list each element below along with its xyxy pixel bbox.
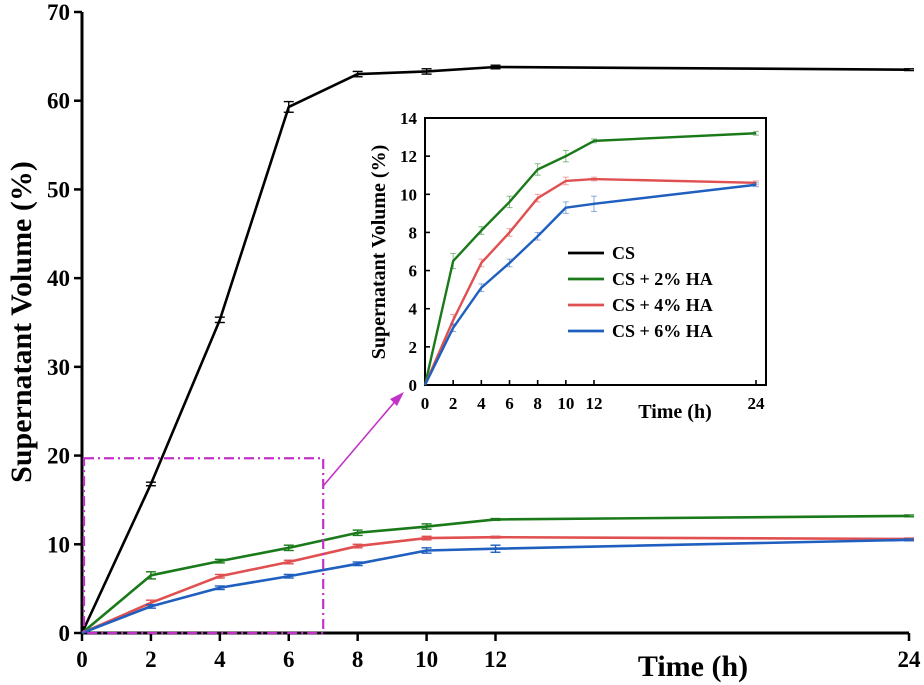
zoom-arrow-head [390, 392, 404, 406]
inset-y-tick-label: 6 [409, 262, 418, 281]
legend-label: CS + 2% HA [612, 269, 713, 289]
series-line [81, 538, 910, 635]
y-tick-label: 20 [47, 444, 70, 469]
x-tick-label: 24 [898, 647, 922, 672]
x-axis-label: Time (h) [638, 650, 748, 683]
x-tick-label: 8 [352, 647, 364, 672]
inset-series-line [423, 183, 757, 386]
inset-y-tick-label: 4 [409, 300, 418, 319]
x-tick-label: 0 [76, 647, 88, 672]
y-tick-label: 0 [59, 621, 71, 646]
inset-y-tick-label: 12 [400, 147, 417, 166]
inset-frame [424, 117, 767, 386]
series-line [80, 65, 910, 634]
y-axis-label: Supernatant Volume (%) [5, 161, 38, 483]
inset-x-tick-label: 4 [477, 394, 486, 413]
zoom-indicator [82, 392, 404, 635]
inset-x-tick-label: 24 [748, 394, 766, 413]
x-tick-label: 2 [145, 647, 157, 672]
zoom-box [82, 457, 325, 635]
y-tick-label: 70 [47, 0, 70, 25]
inset-series-line [423, 132, 757, 386]
legend-label: CS + 6% HA [612, 321, 713, 341]
y-tick-label: 10 [47, 532, 70, 557]
inset-x-tick-label: 10 [557, 394, 574, 413]
y-tick-label: 40 [47, 266, 70, 291]
inset-y-axis-label: Supernatant Volume (%) [368, 145, 390, 359]
inset-x-axis-label: Time (h) [638, 401, 712, 423]
inset-x-tick-label: 6 [505, 394, 514, 413]
inset-series-line [423, 177, 757, 386]
legend-label: CS [612, 243, 635, 263]
zoom-arrow-line [322, 397, 399, 487]
inset-x-tick-label: 0 [421, 394, 430, 413]
y-tick-label: 30 [47, 355, 70, 380]
y-tick-label: 60 [47, 89, 70, 114]
inset-y-tick-label: 14 [400, 109, 418, 128]
x-tick-label: 10 [415, 647, 438, 672]
inset-x-tick-label: 2 [449, 394, 458, 413]
series-line [81, 514, 910, 634]
x-tick-label: 4 [214, 647, 226, 672]
inset-y-tick-label: 8 [409, 223, 418, 242]
legend-label: CS + 4% HA [612, 295, 713, 315]
inset-y-tick-label: 10 [400, 185, 417, 204]
x-tick-label: 12 [484, 647, 507, 672]
x-tick-label: 6 [283, 647, 295, 672]
inset-x-tick-label: 12 [586, 394, 603, 413]
inset-x-tick-label: 8 [533, 394, 542, 413]
inset-y-tick-label: 2 [409, 338, 418, 357]
inset-y-tick-label: 0 [409, 376, 418, 395]
y-tick-label: 50 [47, 177, 70, 202]
